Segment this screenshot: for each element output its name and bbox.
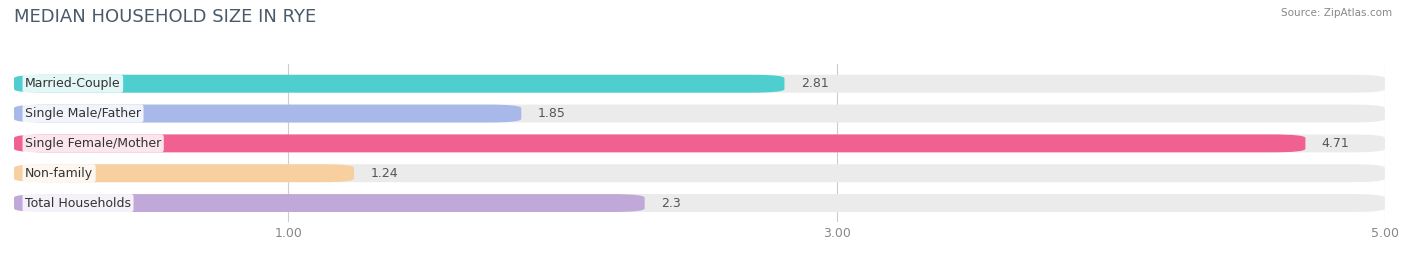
Text: 1.24: 1.24 xyxy=(371,167,398,180)
Text: Total Households: Total Households xyxy=(25,196,131,210)
FancyBboxPatch shape xyxy=(14,194,644,212)
Text: 4.71: 4.71 xyxy=(1322,137,1350,150)
Text: Single Male/Father: Single Male/Father xyxy=(25,107,141,120)
Text: Single Female/Mother: Single Female/Mother xyxy=(25,137,162,150)
FancyBboxPatch shape xyxy=(14,194,1385,212)
FancyBboxPatch shape xyxy=(14,135,1385,152)
FancyBboxPatch shape xyxy=(14,105,522,122)
FancyBboxPatch shape xyxy=(14,105,1385,122)
FancyBboxPatch shape xyxy=(14,164,354,182)
FancyBboxPatch shape xyxy=(14,75,1385,93)
Text: 2.81: 2.81 xyxy=(801,77,828,90)
Text: Married-Couple: Married-Couple xyxy=(25,77,121,90)
FancyBboxPatch shape xyxy=(14,135,1305,152)
Text: 1.85: 1.85 xyxy=(537,107,565,120)
Text: Source: ZipAtlas.com: Source: ZipAtlas.com xyxy=(1281,8,1392,18)
Text: MEDIAN HOUSEHOLD SIZE IN RYE: MEDIAN HOUSEHOLD SIZE IN RYE xyxy=(14,8,316,26)
Text: 2.3: 2.3 xyxy=(661,196,681,210)
FancyBboxPatch shape xyxy=(14,164,1385,182)
FancyBboxPatch shape xyxy=(14,75,785,93)
Text: Non-family: Non-family xyxy=(25,167,93,180)
